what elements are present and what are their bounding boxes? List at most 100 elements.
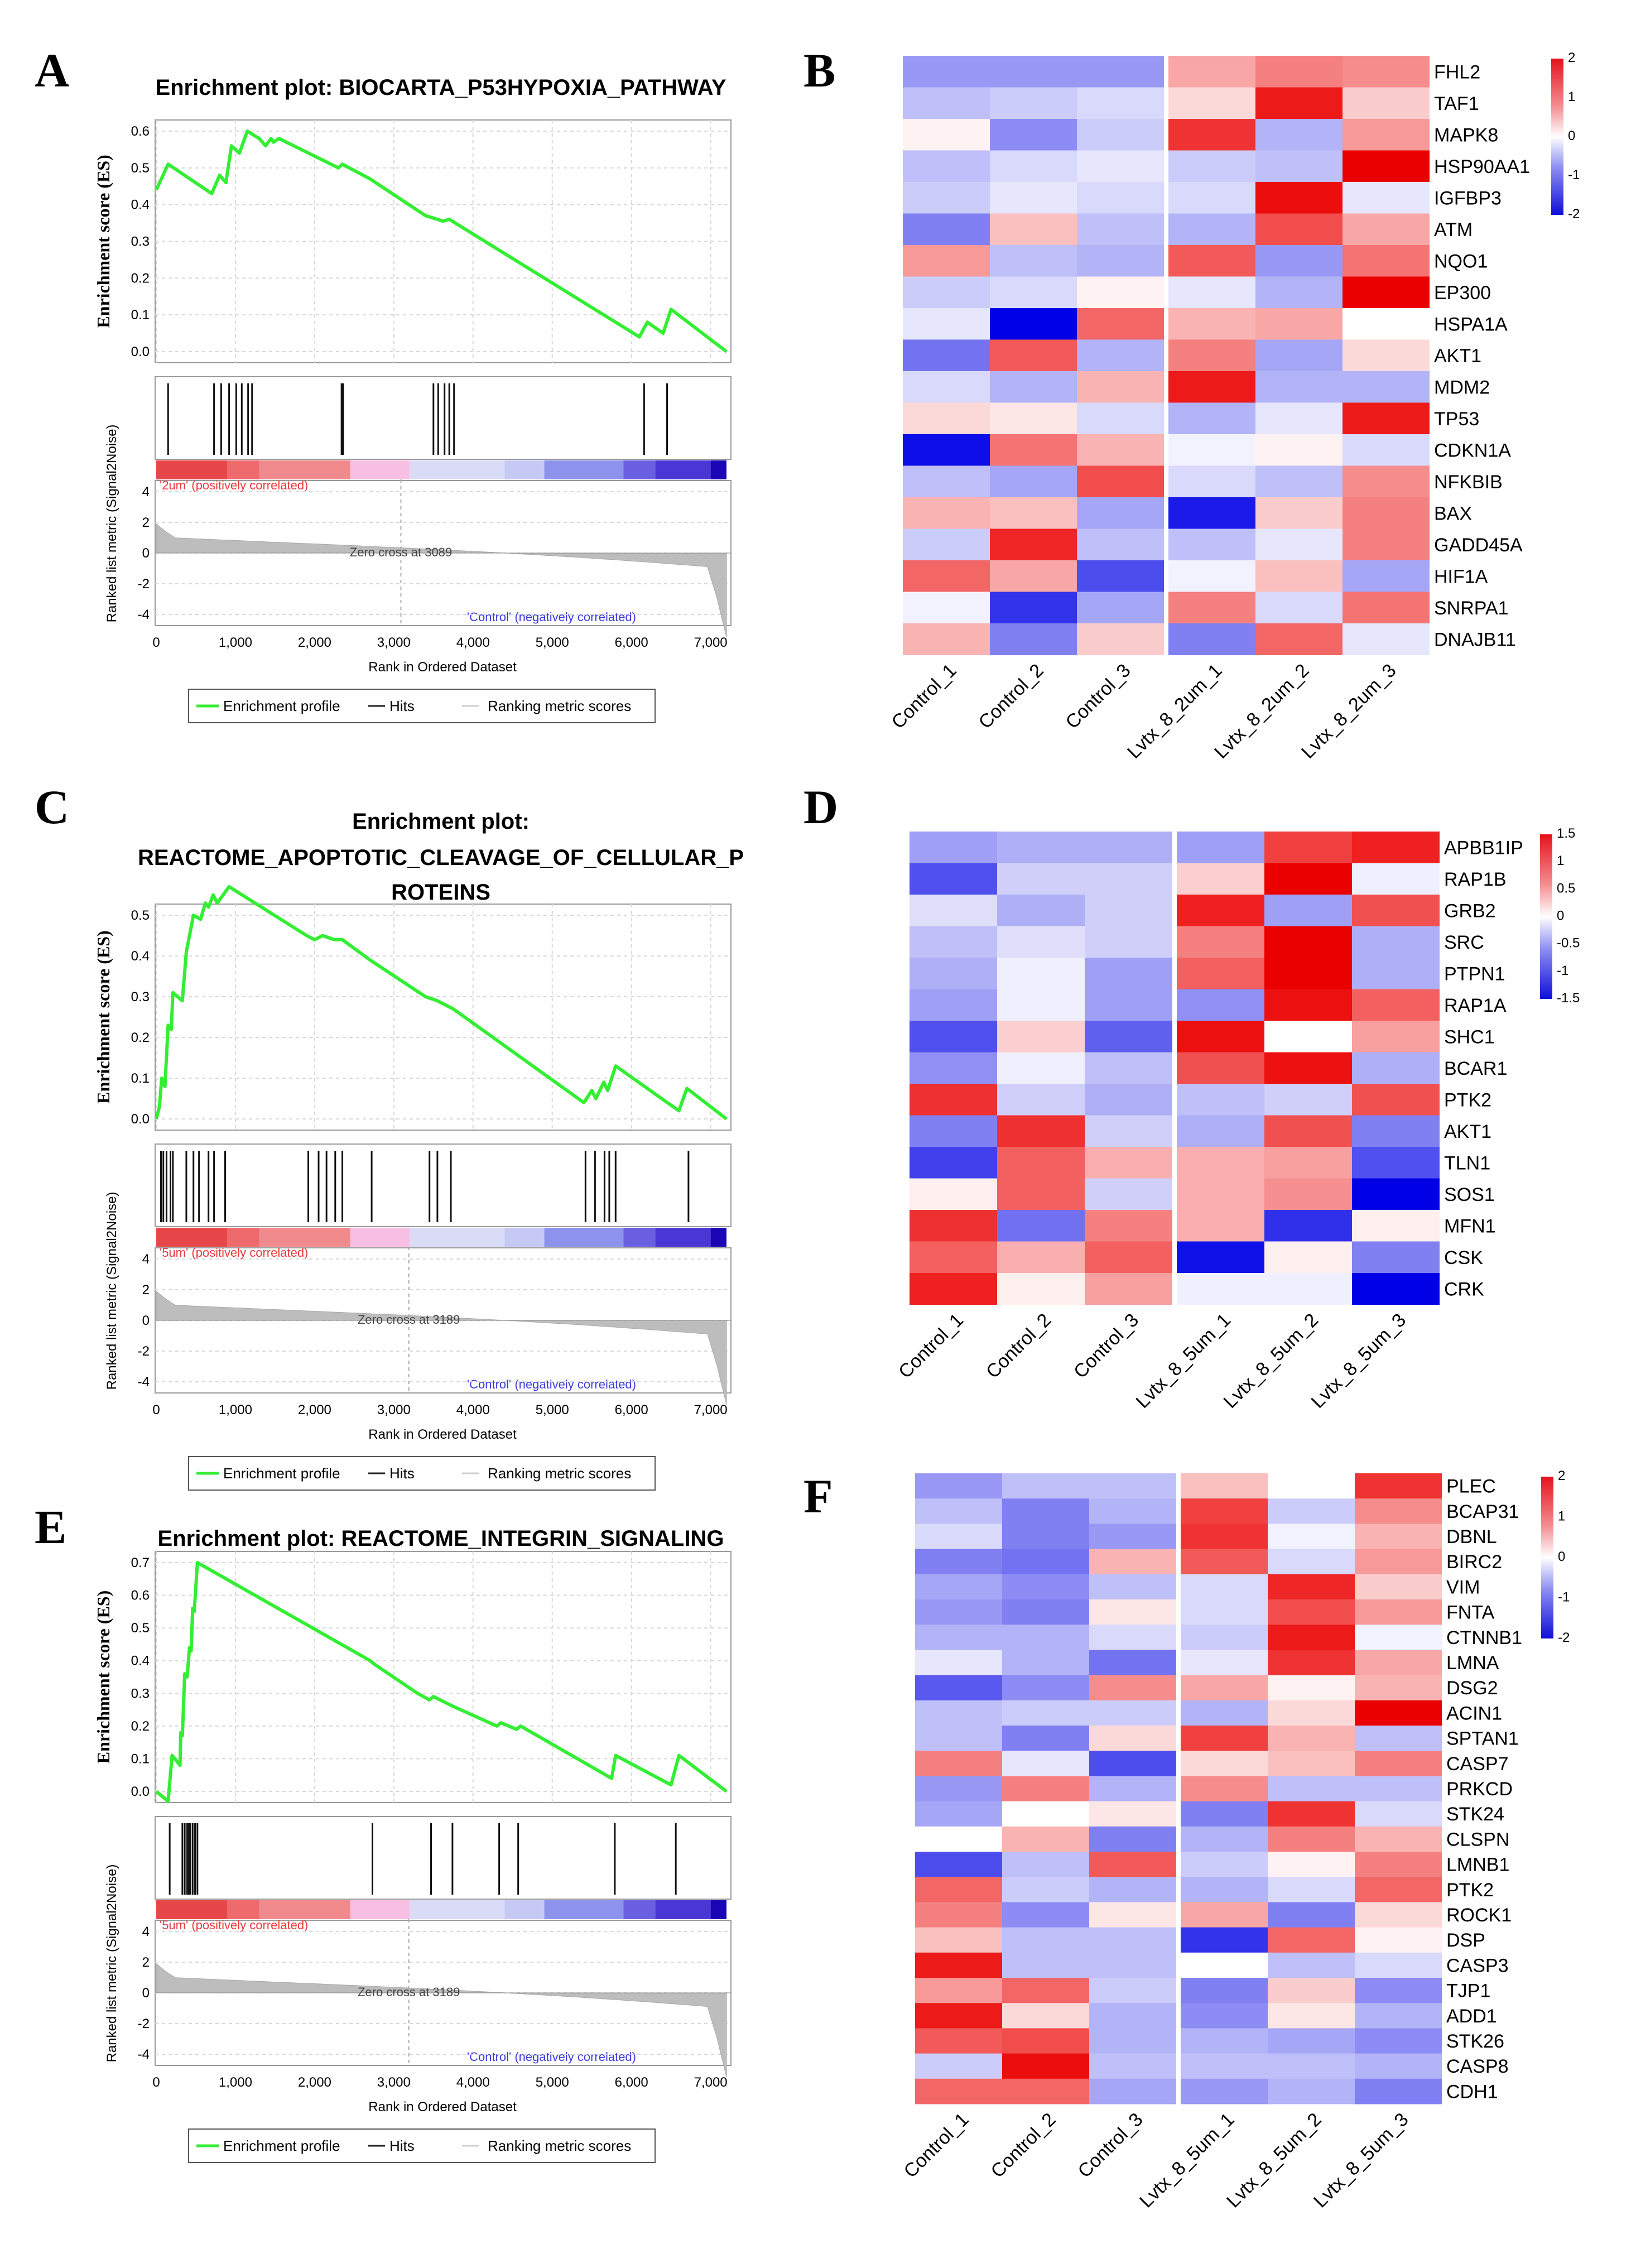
rank-color-band — [350, 460, 410, 479]
heatmap-cell — [915, 1498, 1002, 1524]
heatmap-cell — [903, 308, 990, 340]
heatmap-cell — [1077, 528, 1164, 561]
gene-label: TP53 — [1434, 409, 1479, 430]
heatmap-cell — [1343, 339, 1430, 372]
heatmap-cell — [1352, 1178, 1440, 1210]
gene-label: CSK — [1444, 1247, 1483, 1268]
heatmap-cell — [1089, 1877, 1176, 1902]
gene-label: DSG2 — [1446, 1678, 1498, 1699]
es-y-axis-label: Enrichment score (ES) — [93, 155, 113, 328]
heatmap-cell — [1343, 119, 1430, 151]
heatmap-cell — [1085, 1178, 1172, 1210]
heatmap-cell — [990, 182, 1077, 214]
heatmap-cell — [1343, 87, 1430, 119]
gene-label: PTPN1 — [1444, 963, 1505, 984]
heatmap-cell — [910, 1273, 997, 1305]
heatmap-cell — [1355, 1650, 1442, 1676]
rank-color-band — [504, 1228, 545, 1247]
rank-color-band — [544, 460, 624, 479]
heatmap-cell — [1255, 560, 1343, 592]
rank-y-axis-label: Ranked list metric (Signal2Noise) — [104, 1192, 119, 1390]
negative-correlation-label: 'Control' (negatively correlated) — [467, 2050, 636, 2064]
heatmap-cell — [915, 1852, 1002, 1877]
heatmap-cell — [1268, 1877, 1355, 1902]
color-scale-tick: -0.5 — [1557, 936, 1580, 951]
heatmap-cell — [1177, 1052, 1264, 1084]
heatmap-cell — [1002, 1927, 1089, 1953]
heatmap-cell — [997, 1273, 1085, 1305]
color-scale-tick: 1 — [1558, 1509, 1565, 1524]
heatmap-cell — [1077, 308, 1164, 340]
color-scale-tick: 0 — [1557, 909, 1564, 924]
heatmap-cell — [1168, 87, 1255, 119]
panel-label-d: D — [803, 780, 838, 834]
gene-label: BCAR1 — [1444, 1058, 1507, 1079]
heatmap-cell — [903, 182, 990, 214]
es-tick-label: 0.1 — [131, 1071, 150, 1086]
heatmap-cell — [1355, 1852, 1442, 1877]
heatmap-cell — [1181, 1700, 1268, 1726]
x-tick-label: 0 — [152, 2075, 160, 2090]
heatmap-cell — [1168, 592, 1255, 624]
heatmap-cell — [1089, 1927, 1176, 1953]
heatmap-cell — [990, 623, 1077, 655]
heatmap-cell — [910, 1241, 997, 1274]
heatmap-cell — [1255, 245, 1343, 277]
heatmap-cell — [1355, 1549, 1442, 1575]
sample-label: Control_3 — [1074, 2109, 1147, 2182]
heatmap-cell — [1077, 150, 1164, 182]
x-tick-label: 4,000 — [456, 1402, 490, 1418]
panel-label-b: B — [803, 44, 835, 97]
heatmap-cell — [990, 339, 1077, 372]
gene-label: CLSPN — [1446, 1829, 1509, 1850]
x-tick-label: 7,000 — [694, 635, 728, 650]
legend-hits-text: Hits — [389, 2137, 415, 2154]
heatmap-cell — [1255, 182, 1343, 214]
heatmap-cell — [1002, 1751, 1089, 1776]
rank-color-band — [227, 1228, 259, 1247]
heatmap-cell — [1264, 1115, 1352, 1147]
heatmap-cell — [1177, 863, 1264, 895]
gene-label: GADD45A — [1434, 535, 1523, 556]
heatmap-cell — [1181, 1877, 1268, 1902]
es-tick-label: 0.3 — [131, 234, 150, 249]
rank-color-band — [410, 460, 505, 479]
gene-label: MAPK8 — [1434, 124, 1498, 146]
heatmap-cell — [1268, 1650, 1355, 1676]
es-tick-label: 0.5 — [131, 908, 150, 923]
heatmap-cell — [903, 87, 990, 119]
es-tick-label: 0.7 — [131, 1555, 150, 1570]
x-tick-label: 1,000 — [219, 2075, 252, 2090]
rank-color-band — [623, 460, 656, 479]
gene-label: CRK — [1444, 1279, 1484, 1300]
heatmap-cell — [1089, 1751, 1176, 1776]
rank-color-band — [410, 1900, 505, 1919]
heatmap-cell — [903, 119, 990, 151]
heatmap-cell — [903, 213, 990, 246]
rank-color-band — [710, 1900, 726, 1919]
heatmap-cell — [1343, 434, 1430, 466]
x-tick-label: 0 — [152, 1402, 160, 1418]
heatmap-cell — [1085, 863, 1172, 895]
heatmap-cell — [1177, 1178, 1264, 1210]
heatmap-cell — [997, 1241, 1085, 1274]
heatmap-cell — [1177, 1241, 1264, 1274]
heatmap-cell — [1181, 1549, 1268, 1575]
x-tick-label: 0 — [152, 635, 160, 650]
gene-label: SPTAN1 — [1446, 1728, 1519, 1750]
heatmap-cell — [1268, 2053, 1355, 2079]
heatmap-cell — [1255, 402, 1343, 435]
heatmap-cell — [1352, 926, 1440, 958]
gene-label: TAF1 — [1434, 93, 1479, 114]
heatmap-cell — [903, 497, 990, 529]
heatmap-cell — [1168, 434, 1255, 466]
heatmap-cell — [903, 623, 990, 655]
gene-label: PTK2 — [1444, 1089, 1491, 1111]
heatmap-cell — [1355, 1801, 1442, 1827]
heatmap-cell — [990, 528, 1077, 561]
es-tick-label: 0.1 — [131, 307, 150, 323]
heatmap-cell — [1177, 1210, 1264, 1242]
heatmap-cell — [915, 1549, 1002, 1575]
gene-label: HIF1A — [1434, 566, 1488, 587]
es-tick-label: 0.2 — [131, 1719, 150, 1734]
